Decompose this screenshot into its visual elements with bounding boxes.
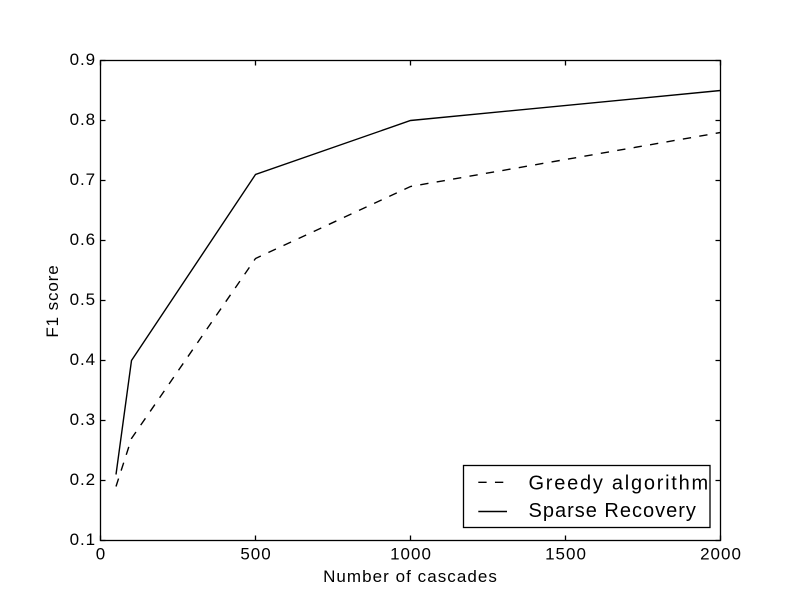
svg-text:F1 score: F1 score xyxy=(43,264,62,337)
svg-text:0.3: 0.3 xyxy=(70,410,96,429)
svg-text:0.8: 0.8 xyxy=(70,110,96,129)
svg-text:0.2: 0.2 xyxy=(70,470,96,489)
svg-text:500: 500 xyxy=(240,545,271,564)
svg-text:1000: 1000 xyxy=(390,545,432,564)
svg-text:Sparse Recovery: Sparse Recovery xyxy=(529,500,697,522)
svg-text:0.7: 0.7 xyxy=(70,170,96,189)
svg-text:Greedy algorithm: Greedy algorithm xyxy=(529,473,710,495)
svg-text:0.4: 0.4 xyxy=(70,350,96,369)
svg-text:2000: 2000 xyxy=(700,545,742,564)
svg-text:0.9: 0.9 xyxy=(70,50,96,69)
svg-text:Number of cascades: Number of cascades xyxy=(323,567,498,586)
svg-text:0: 0 xyxy=(96,545,106,564)
svg-text:0.1: 0.1 xyxy=(70,530,96,549)
svg-text:0.5: 0.5 xyxy=(70,290,96,309)
svg-text:0.6: 0.6 xyxy=(70,230,96,249)
svg-text:1500: 1500 xyxy=(545,545,587,564)
